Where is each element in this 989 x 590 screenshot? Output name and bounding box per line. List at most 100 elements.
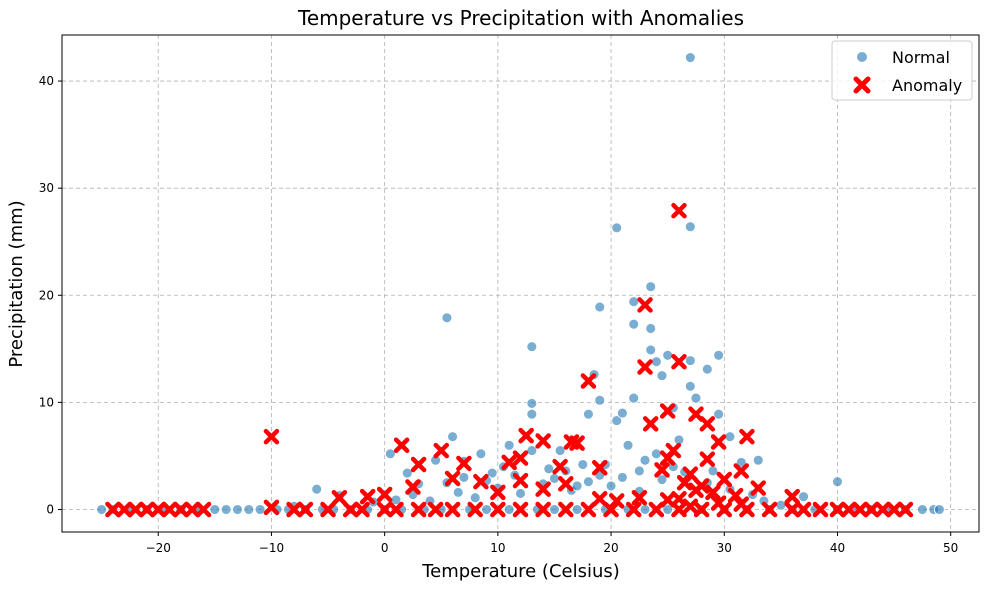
anomaly-point (642, 416, 659, 432)
anomaly-point (750, 480, 766, 496)
anomaly-point (150, 501, 166, 518)
normal-point (554, 445, 566, 457)
anomaly-point (659, 492, 676, 508)
normal-point (684, 52, 696, 63)
anomaly-point (286, 501, 302, 518)
x-tick-label: 20 (603, 541, 618, 555)
normal-point (515, 487, 526, 499)
anomaly-point (784, 501, 800, 518)
anomaly-point (467, 501, 483, 518)
anomaly-point (410, 501, 427, 518)
normal-point (503, 504, 515, 515)
normal-point (503, 439, 515, 451)
x-tick-label: 10 (490, 541, 505, 555)
normal-point (220, 504, 232, 515)
normal-point (384, 448, 396, 460)
normal-point (401, 467, 413, 479)
normal-point (645, 344, 657, 356)
y-tick-label: 20 (39, 288, 54, 302)
anomaly-point (405, 479, 421, 495)
normal-point (526, 408, 538, 420)
anomaly-point (184, 501, 200, 518)
anomaly-point (427, 501, 444, 518)
anomaly-point (637, 297, 653, 313)
anomaly-point (473, 473, 489, 490)
normal-point (707, 465, 719, 477)
normal-point (639, 454, 651, 466)
normal-point (458, 471, 470, 483)
normal-point (543, 463, 555, 475)
normal-point (662, 349, 674, 361)
anomaly-point (654, 462, 670, 478)
anomaly-point (665, 442, 682, 459)
x-tick-label: −10 (259, 541, 284, 555)
chart-title: Temperature vs Precipitation with Anomal… (297, 6, 744, 30)
normal-point (577, 459, 589, 470)
normal-point (311, 483, 323, 495)
anomaly-point (693, 501, 710, 518)
anomaly-point (444, 470, 461, 487)
anomaly-point (716, 471, 733, 488)
x-tick-label: 40 (830, 541, 845, 555)
anomaly-point (535, 481, 551, 497)
legend: Normal Anomaly (831, 40, 973, 101)
legend-anomaly-label: Anomaly (892, 76, 962, 95)
normal-point (701, 363, 713, 375)
anomaly-point (886, 501, 902, 518)
anomaly-point (637, 359, 653, 375)
anomaly-point (795, 501, 812, 518)
anomaly-point (535, 433, 551, 449)
anomaly-point (393, 437, 410, 453)
anomaly-point (710, 434, 727, 450)
normal-point (549, 472, 560, 484)
normal-point (611, 415, 623, 427)
normal-point (475, 448, 487, 460)
normal-point (96, 504, 108, 515)
normal-point (628, 392, 640, 404)
legend-normal-label: Normal (892, 48, 950, 67)
normal-point (254, 504, 266, 515)
anomaly-point (699, 416, 716, 432)
normal-point (209, 504, 221, 515)
anomaly-point (456, 455, 472, 472)
anomaly-point (376, 486, 393, 503)
normal-point (752, 454, 764, 466)
normal-point (582, 476, 594, 488)
x-tick-label: −20 (146, 541, 171, 555)
anomaly-point (852, 501, 868, 518)
x-axis-label: Temperature (Celsius) (421, 561, 620, 582)
anomaly-point (671, 202, 687, 219)
normal-point (628, 296, 640, 308)
anomaly-point (388, 501, 404, 518)
normal-point (662, 504, 674, 515)
y-axis-label: Precipitation (mm) (6, 200, 27, 367)
normal-point (616, 471, 628, 483)
normal-point (594, 394, 606, 406)
anomaly-point (863, 501, 880, 518)
anomaly-point (320, 501, 336, 518)
anomaly-point (116, 501, 133, 518)
anomaly-point (875, 501, 891, 518)
anomaly-point (552, 458, 568, 475)
normal-point (452, 486, 464, 498)
normal-point (486, 467, 498, 479)
normal-point (628, 318, 640, 330)
normal-point (549, 504, 560, 515)
anomaly-point (512, 501, 529, 518)
normal-point (582, 408, 594, 420)
anomaly-point (682, 498, 699, 515)
anomaly-point (625, 501, 642, 518)
anomaly-point (195, 501, 212, 518)
anomaly-point (444, 501, 461, 518)
normal-point (684, 355, 696, 367)
y-tick-label: 10 (39, 395, 54, 409)
legend-anomaly-marker (853, 76, 871, 94)
anomaly-point (659, 403, 676, 419)
normal-point (526, 398, 538, 409)
plot-frame (61, 34, 980, 533)
anomaly-point (342, 501, 359, 518)
normal-point (616, 407, 628, 419)
anomaly-point (490, 501, 506, 518)
normal-point (690, 392, 702, 404)
anomaly-point (512, 450, 529, 466)
